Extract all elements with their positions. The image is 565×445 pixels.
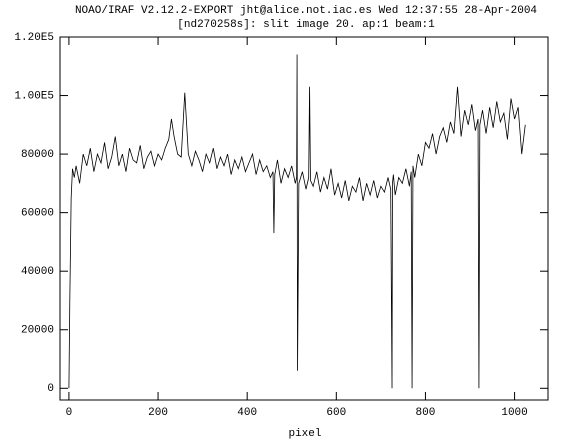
chart-title: NOAO/IRAF V2.12.2-EXPORT jht@alice.not.i… [75,5,537,17]
y-tick-label: 80000 [21,149,54,161]
x-axis-label: pixel [288,428,321,440]
y-tick-label: 40000 [21,266,54,278]
y-tick-label: 20000 [21,325,54,337]
x-tick-label: 0 [66,407,73,419]
chart-subtitle: [nd270258s]: slit image 20. ap:1 beam:1 [177,19,435,31]
x-tick-label: 400 [237,407,257,419]
y-tick-label: 1.00E5 [14,90,54,102]
y-tick-label: 60000 [21,208,54,220]
x-tick-label: 200 [148,407,168,419]
x-tick-label: 1000 [501,407,527,419]
y-tick-label: 0 [47,383,54,395]
x-tick-label: 600 [326,407,346,419]
plot-frame [59,36,549,401]
y-tick-label: 1.20E5 [14,32,54,44]
data-line [68,54,526,389]
x-tick-label: 800 [416,407,436,419]
